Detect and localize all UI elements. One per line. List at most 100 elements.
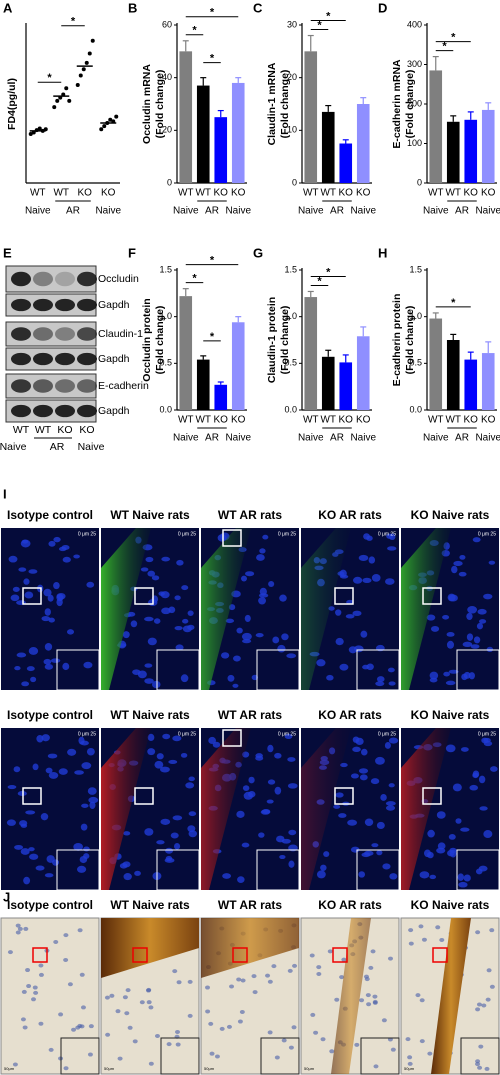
inset [460,1037,500,1075]
nucleus [28,569,38,574]
nucleus [127,611,136,617]
nucleus [483,593,493,600]
nucleus [74,770,84,775]
nucleus [67,748,77,756]
micrograph [401,728,500,891]
nucleus [144,828,154,836]
nucleus [187,624,195,631]
nucleus [240,978,246,983]
nucleus [209,1051,215,1056]
nucleus [188,811,197,817]
nucleus [419,871,430,879]
nucleus [44,873,54,878]
nucleus [375,756,385,765]
nucleus [62,662,70,671]
nucleus [15,923,21,928]
nucleus [421,937,427,942]
nucleus [137,670,147,679]
nucleus [29,853,39,860]
inset-marker [332,947,348,963]
panel-letter: G [253,245,263,260]
nucleus [119,863,128,869]
nucleus [419,1039,425,1044]
nucleus [388,737,399,744]
nucleus [352,610,362,617]
nucleus [364,818,374,827]
nucleus [205,1009,211,1014]
x-tick-label: WT [320,188,336,199]
inset [260,1037,300,1075]
blot-band [11,327,31,341]
nucleus [8,555,18,563]
epithelium-band [201,528,251,690]
nucleus [104,995,110,1000]
blot-band [33,271,53,287]
y-tick-label: 0 [167,177,172,187]
nucleus [388,681,396,686]
nucleus [475,930,481,935]
nucleus [245,571,255,577]
nucleus [88,1024,94,1029]
nucleus [66,629,75,635]
nucleus [205,985,211,990]
bar [304,297,318,410]
nucleus [62,556,71,563]
nucleus [436,811,446,819]
nucleus [458,571,467,577]
x-tick-label: WT [178,415,194,426]
nucleus [33,990,39,995]
inset-marker [134,587,154,605]
nucleus [14,666,21,671]
band-label: Gapdh [98,299,130,311]
y-tick-label: 40 [162,72,172,82]
nucleus [125,988,131,993]
epithelium-band [101,728,151,890]
nucleus [180,674,189,683]
nucleus [123,831,131,836]
x-tick-label: WT [428,415,444,426]
nucleus [115,1009,121,1014]
significance-label: * [210,255,215,267]
nucleus [448,669,459,674]
nucleus [6,819,16,826]
nucleus [15,930,21,935]
micrograph [201,728,300,891]
panel-letter: I [3,486,7,501]
nucleus [368,965,374,970]
epithelium-band [331,918,371,1074]
nucleus [405,1037,411,1042]
nucleus [350,773,359,779]
nucleus [415,993,421,998]
nucleus [390,1047,396,1052]
nucleus [174,626,183,631]
group-label: AR [205,433,219,444]
nucleus [329,1049,335,1054]
panel-letter: H [378,245,387,260]
micrograph [301,728,400,891]
y-axis-label: Occludin protein [141,298,153,381]
nucleus [267,1030,273,1035]
nucleus [237,876,245,884]
group-label: Naive [423,433,449,444]
nucleus [88,796,99,804]
data-point [87,51,92,56]
nucleus [475,1059,481,1064]
data-point [52,105,57,110]
bar [429,70,443,183]
image-title: WT Naive rats [110,508,190,522]
nucleus [237,1019,243,1024]
nucleus [453,560,463,567]
image-title: WT Naive rats [110,708,190,722]
image-title: Isotype control [7,708,93,722]
nucleus [437,842,446,850]
nucleus [451,565,458,574]
nucleus [236,977,242,982]
significance-label: * [192,273,197,285]
nucleus [48,540,56,547]
nucleus [187,610,194,616]
nucleus [50,658,61,663]
scale-label: 50μm [104,1066,115,1071]
nucleus [10,594,20,602]
nucleus [86,747,95,756]
nucleus [274,1055,280,1060]
